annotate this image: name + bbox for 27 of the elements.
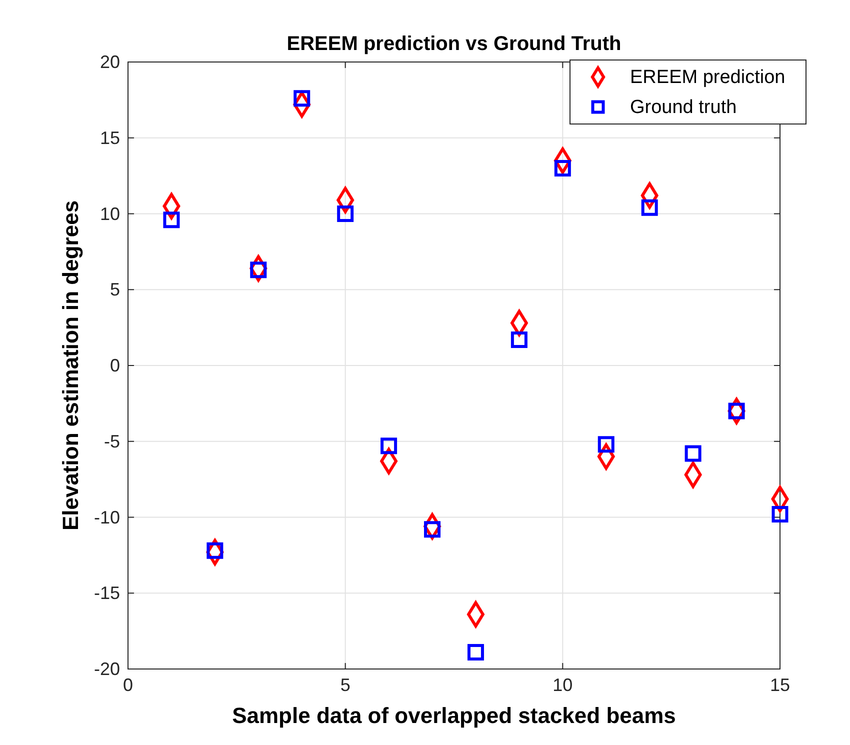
point — [337, 206, 354, 222]
y-tick-label: -5 — [104, 431, 120, 452]
x-axis-title: Sample data of overlapped stacked beams — [232, 703, 676, 728]
y-axis-title: Elevation estimation in degrees — [58, 200, 83, 531]
y-tick-label: 10 — [100, 204, 120, 224]
x-tick-label: 5 — [340, 675, 350, 695]
point — [598, 436, 614, 453]
point — [641, 199, 658, 216]
point — [684, 445, 702, 462]
y-tick-label: 15 — [100, 128, 120, 148]
point — [510, 331, 528, 348]
point — [163, 212, 180, 228]
chart-title: EREEM prediction vs Ground Truth — [286, 33, 622, 55]
legend-label: Ground truth — [630, 97, 737, 118]
x-tick-label: 0 — [122, 675, 134, 695]
y-tick-label: -10 — [94, 507, 120, 528]
x-tick-label: 10 — [552, 675, 573, 695]
point — [772, 506, 788, 522]
y-tick-label: -20 — [94, 659, 120, 679]
y-tick-label: -15 — [94, 583, 120, 604]
point — [380, 438, 398, 454]
y-tick-label: 20 — [100, 52, 120, 72]
point — [467, 644, 484, 661]
y-tick-label: 0 — [110, 356, 120, 376]
x-tick-label: 15 — [770, 675, 790, 695]
legend-label: EREEM prediction — [630, 67, 786, 88]
y-tick-label: 5 — [110, 280, 120, 300]
